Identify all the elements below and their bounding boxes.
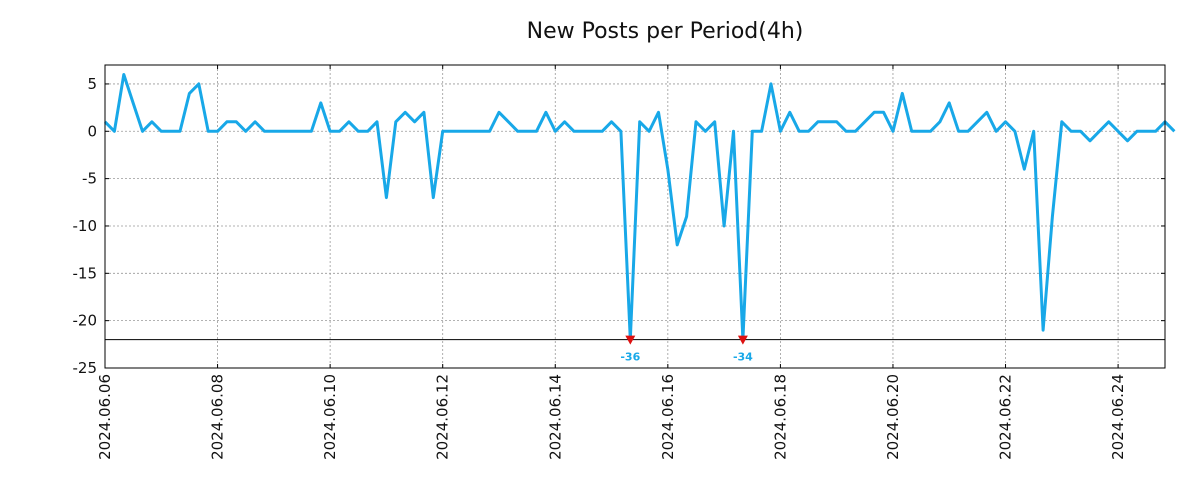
- clip-value-label: -36: [620, 351, 640, 364]
- markers-group: -36 -34: [620, 335, 753, 364]
- x-tick-label: 2024.06.10: [321, 374, 339, 460]
- x-tick-label: 2024.06.12: [434, 374, 452, 460]
- clip-value-label: -34: [733, 351, 753, 364]
- clip-marker: [625, 335, 636, 345]
- series-line: [103, 73, 1176, 342]
- plot-frame: [104, 64, 1166, 369]
- x-tick-label: 2024.06.14: [546, 374, 564, 460]
- y-tick-label: -10: [73, 217, 98, 235]
- x-axis: 2024.06.06 2024.06.08 2024.06.10 2024.06.12…: [96, 65, 1127, 460]
- x-tick-label: 2024.06.22: [997, 374, 1015, 460]
- y-tick-label: -15: [73, 264, 98, 282]
- y-tick-label: -20: [73, 312, 98, 330]
- x-tick-label: 2024.06.18: [771, 374, 789, 460]
- y-tick-label: 0: [87, 122, 97, 140]
- series-group: [103, 73, 1176, 342]
- y-tick-label: -25: [73, 359, 98, 377]
- x-tick-label: 2024.06.06: [96, 374, 114, 460]
- y-tick-label: -5: [82, 170, 97, 188]
- y-axis: 5 0 -5 -10 -15 -20 -25: [73, 75, 1165, 377]
- x-tick-label: 2024.06.24: [1109, 374, 1127, 460]
- x-tick-label: 2024.06.16: [659, 374, 677, 460]
- y-tick-label: 5: [87, 75, 97, 93]
- chart-title: New Posts per Period(4h): [527, 19, 804, 44]
- clip-marker: [737, 335, 748, 345]
- x-tick-label: 2024.06.20: [884, 374, 902, 460]
- x-tick-label: 2024.06.08: [209, 374, 227, 460]
